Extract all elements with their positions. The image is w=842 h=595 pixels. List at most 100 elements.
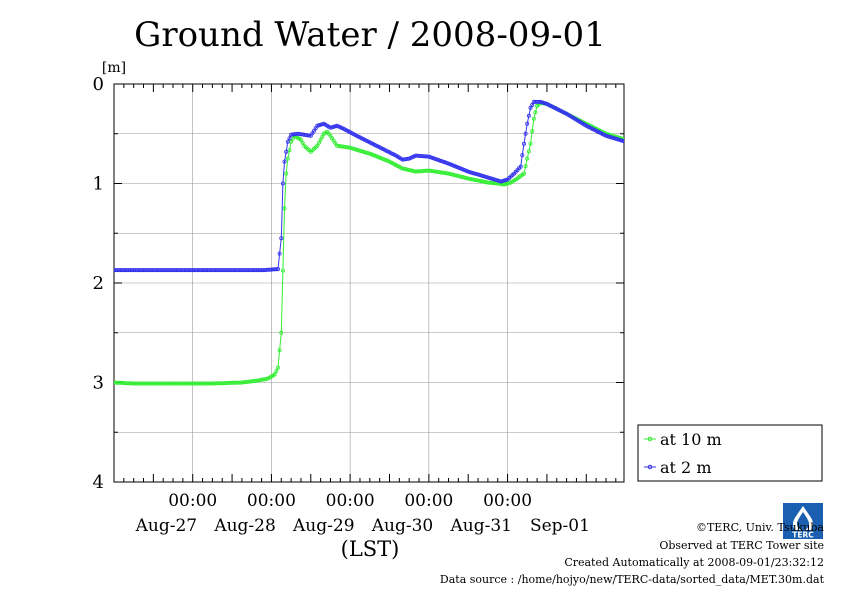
data-point (668, 156, 671, 159)
data-point (665, 153, 668, 156)
data-point (657, 152, 660, 155)
data-point (320, 134, 325, 139)
data-point (530, 102, 535, 107)
data-point (700, 165, 703, 168)
data-point (706, 170, 709, 173)
data-point (640, 144, 643, 147)
data-point (670, 157, 673, 160)
data-point (637, 145, 640, 148)
data-point (657, 150, 660, 153)
data-point (685, 160, 688, 163)
data-point (264, 376, 269, 381)
data-point (441, 159, 446, 164)
data-point (622, 139, 624, 144)
data-point (655, 149, 658, 152)
data-point (642, 147, 645, 150)
data-point (279, 330, 284, 335)
data-point (686, 160, 689, 163)
data-point (691, 162, 694, 165)
data-point (672, 155, 675, 158)
x-date-label: Aug-30 (371, 516, 433, 536)
data-point (282, 206, 287, 211)
data-point (701, 168, 704, 171)
series-at-10m (114, 100, 721, 386)
data-point (634, 144, 637, 147)
y-tick-label: 2 (93, 273, 104, 294)
data-point (531, 116, 536, 121)
data-point (683, 159, 686, 162)
data-point (701, 165, 704, 168)
data-point (688, 161, 691, 164)
data-point (525, 121, 530, 126)
data-point (650, 147, 653, 150)
legend-label: at 2 m (660, 458, 712, 477)
data-point (627, 141, 630, 144)
data-point (708, 171, 711, 174)
data-point (277, 251, 282, 256)
data-point (649, 147, 652, 150)
data-point (282, 159, 287, 164)
data-point (300, 140, 305, 145)
data-point (526, 113, 531, 118)
data-point (525, 156, 530, 161)
data-point (629, 142, 632, 145)
data-point (307, 133, 312, 138)
data-point (708, 168, 711, 171)
data-point (709, 171, 712, 174)
data-point (647, 146, 650, 149)
data-point (704, 167, 707, 170)
data-point (533, 110, 538, 115)
data-point (677, 159, 680, 162)
data-point (722, 175, 725, 178)
data-point (662, 154, 665, 157)
data-point (703, 166, 706, 169)
data-point (644, 145, 647, 148)
legend-items: at 10 m at 2 m (644, 430, 722, 477)
data-source-text: Data source : /home/hojyo/new/TERC-data/… (439, 573, 824, 586)
data-point (647, 148, 650, 151)
terc-logo-icon: TERC (783, 503, 823, 539)
data-point (284, 171, 289, 176)
data-point (433, 156, 438, 161)
data-point (652, 150, 655, 153)
data-point (716, 170, 719, 173)
data-point (523, 164, 528, 169)
created-text: Created Automatically at 2008-09-01/23:3… (564, 556, 824, 569)
data-point (626, 139, 629, 142)
data-point (528, 105, 533, 110)
data-point (683, 162, 686, 165)
data-point (704, 170, 707, 173)
data-point (681, 161, 684, 164)
data-point (636, 144, 639, 147)
data-point (663, 152, 666, 155)
data-point (662, 152, 665, 155)
data-point (275, 365, 280, 370)
data-point (645, 146, 648, 149)
data-point (711, 169, 714, 172)
legend: at 10 m at 2 m (637, 424, 823, 482)
x-tick-time-label: 00:00 (247, 491, 296, 511)
observed-text: Observed at TERC Tower site (659, 539, 824, 552)
data-point (642, 145, 645, 148)
data-point (522, 171, 527, 176)
data-point (675, 159, 678, 162)
data-point (530, 129, 535, 134)
data-point (667, 155, 670, 158)
data-point (526, 149, 531, 154)
axis-ticks (113, 83, 624, 483)
data-point (285, 156, 290, 161)
data-point (503, 177, 508, 182)
data-point (714, 170, 717, 173)
data-point (277, 348, 282, 353)
x-date-label: Aug-29 (292, 516, 354, 536)
data-point (696, 164, 699, 167)
data-point (672, 157, 675, 160)
data-point (711, 172, 714, 175)
data-point (640, 146, 643, 149)
data-point (718, 171, 721, 174)
y-tick-label: 3 (93, 373, 104, 394)
data-point (629, 140, 632, 143)
data-point (523, 131, 528, 136)
data-point (678, 157, 681, 160)
